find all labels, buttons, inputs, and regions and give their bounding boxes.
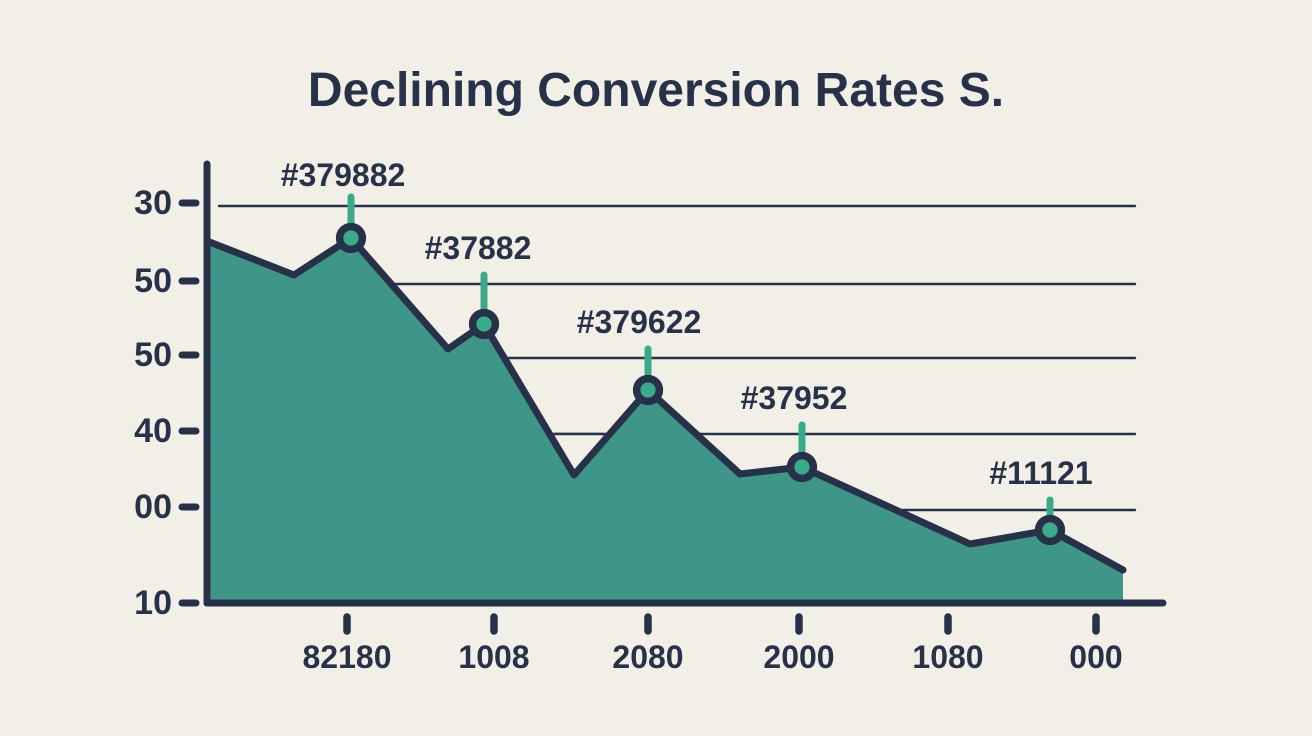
- svg-text:#11121: #11121: [989, 455, 1092, 491]
- svg-text:#37882: #37882: [425, 230, 532, 266]
- svg-text:10: 10: [134, 584, 172, 622]
- svg-text:#379882: #379882: [281, 157, 406, 193]
- svg-text:000: 000: [1069, 639, 1122, 675]
- svg-text:2080: 2080: [612, 639, 683, 675]
- svg-text:#37952: #37952: [741, 380, 848, 416]
- svg-text:50: 50: [134, 262, 172, 300]
- svg-text:1008: 1008: [458, 639, 529, 675]
- svg-text:30: 30: [134, 184, 172, 222]
- svg-text:00: 00: [134, 488, 172, 526]
- svg-text:40: 40: [134, 412, 172, 450]
- svg-text:2000: 2000: [763, 639, 834, 675]
- svg-text:1080: 1080: [912, 639, 983, 675]
- svg-text:82180: 82180: [303, 639, 392, 675]
- svg-text:#379622: #379622: [577, 304, 702, 340]
- svg-text:50: 50: [134, 336, 172, 374]
